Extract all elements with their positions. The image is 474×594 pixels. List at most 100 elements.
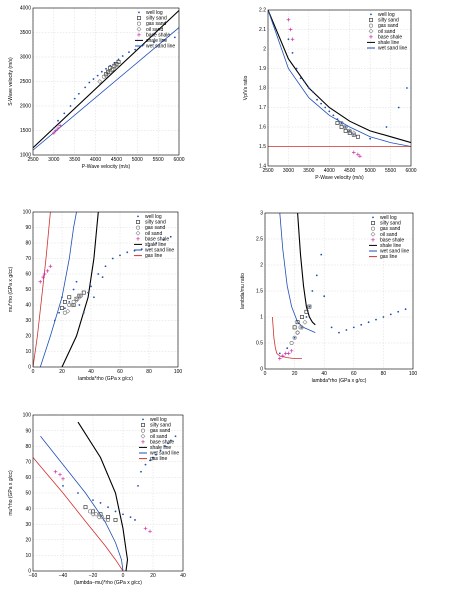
well-log-point	[75, 280, 78, 283]
well-log-point	[307, 87, 310, 89]
y-tick-label: 10	[25, 553, 31, 559]
legend-entry: well log	[145, 214, 162, 220]
shale-line	[77, 421, 129, 571]
silty-sand-point	[300, 315, 304, 319]
well-log-point	[173, 36, 176, 39]
y-tick-label: 2.1	[259, 27, 266, 33]
well-log-point	[305, 316, 308, 318]
silty-sand-point	[343, 129, 348, 133]
well-log-point	[397, 310, 400, 313]
well-log-point	[142, 43, 145, 46]
well-log-point	[92, 78, 95, 80]
silty-sand-point	[295, 320, 300, 325]
well-log-point	[140, 470, 142, 473]
legend-entry: well log	[380, 215, 397, 221]
well-log-point	[287, 38, 290, 41]
y-tick-label: 50	[25, 491, 31, 497]
base-shale-point	[278, 356, 282, 361]
series-oil-sand	[97, 64, 119, 84]
silty-sand-point	[81, 290, 86, 295]
well-log-point	[53, 319, 56, 322]
y-tick-label: 1.5	[259, 144, 266, 150]
well-log-point	[344, 126, 347, 128]
y-tick-label: 1.7	[259, 105, 266, 111]
well-log-point	[64, 307, 66, 309]
x-tick-label: 3000	[283, 168, 294, 174]
well-log-point	[129, 516, 132, 519]
well-log-point	[128, 51, 130, 53]
y-tick-label: 2	[260, 263, 263, 269]
silty-sand-point	[116, 59, 121, 64]
legend-entry: gas sand	[380, 226, 401, 232]
oil-sand-point	[351, 130, 357, 136]
base-shale-point	[280, 354, 285, 358]
well-log-point	[404, 308, 407, 311]
well-log-point	[320, 253, 323, 256]
y-tick-label: 1.8	[259, 86, 266, 92]
x-tick-label: 0	[264, 371, 267, 377]
well-log-point	[340, 122, 343, 124]
series-silty-sand	[292, 304, 312, 330]
y-tick-label: 3	[260, 211, 263, 217]
x-tick-label: −40	[59, 573, 68, 579]
oil-sand-point	[103, 73, 109, 79]
legend-swatch	[136, 220, 140, 224]
base-shale-point	[148, 529, 152, 534]
well-log-point	[134, 519, 136, 521]
y-tick-label: 20	[25, 538, 31, 544]
y-axis-label: Vp/Vs ratio	[243, 76, 249, 101]
well-log-point	[385, 126, 388, 128]
well-log-point	[153, 41, 155, 44]
well-log-point	[126, 251, 129, 254]
well-log-point	[88, 81, 91, 84]
legend-swatch	[137, 21, 142, 26]
base-shale-point	[45, 269, 50, 273]
legend-entry: silty sand	[145, 220, 166, 226]
well-log-point	[328, 110, 331, 113]
oil-sand-point	[302, 319, 308, 325]
base-shale-point	[352, 150, 356, 155]
y-axis-label: mu*rho (GPa x g/cc)	[8, 470, 14, 516]
well-log-point	[101, 276, 104, 278]
x-tick-label: 4000	[90, 157, 101, 163]
y-tick-label: 100	[23, 413, 32, 419]
legend-swatch	[369, 18, 373, 22]
well-log-point	[286, 347, 289, 350]
oil-sand-point	[107, 69, 113, 75]
legend-entry: oil sand	[378, 29, 395, 35]
y-tick-label: 60	[25, 272, 31, 278]
well-log-point	[99, 502, 102, 504]
silty-sand-point	[67, 295, 72, 300]
y-tick-label: 1.5	[256, 289, 263, 295]
well-log-point	[162, 239, 165, 241]
x-tick-label: 3500	[69, 157, 80, 163]
oil-sand-point	[65, 308, 71, 314]
gas-sand-point	[114, 62, 119, 67]
y-tick-label: 90	[25, 225, 31, 231]
legend-swatch	[137, 16, 141, 20]
well-log-point	[144, 463, 147, 466]
legend-swatch	[137, 215, 139, 218]
x-tick-label: −20	[89, 573, 98, 579]
legend-entry: gas line	[380, 254, 397, 260]
axes-frame	[32, 7, 180, 156]
well-log-point	[311, 290, 314, 292]
y-tick-label: 40	[25, 303, 31, 309]
y-tick-label: 4000	[20, 6, 31, 12]
series-base-shale	[278, 349, 294, 361]
x-axis-label: P-Wave velocity (m/s)	[315, 175, 364, 181]
plot-area	[268, 10, 411, 159]
base-shale-point	[286, 17, 291, 22]
plot-area	[33, 10, 179, 151]
x-tick-label: −60	[29, 573, 38, 579]
legend-entry: silty sand	[150, 423, 171, 429]
well-log-point	[137, 485, 139, 487]
well-log-point	[62, 485, 64, 487]
legend-entry: oil sand	[146, 27, 163, 33]
well-log-point	[170, 439, 172, 442]
legend-entry: gas sand	[378, 23, 399, 29]
legend-entry: shale line	[150, 445, 171, 451]
base-shale-point	[288, 27, 293, 32]
legend-entry: well log	[150, 417, 167, 423]
